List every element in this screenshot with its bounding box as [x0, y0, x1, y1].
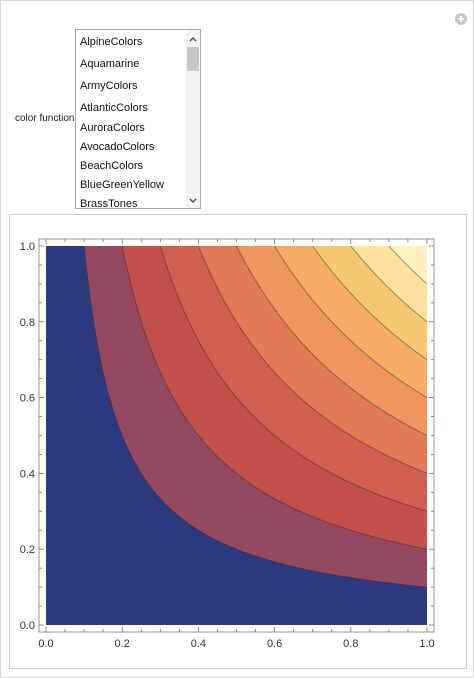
contour-line — [159, 246, 427, 512]
x-tick-label: 1.0 — [419, 638, 434, 650]
contour-band — [388, 246, 427, 284]
contour-line — [350, 246, 427, 323]
contour-line — [388, 246, 427, 285]
list-item[interactable]: BrassTones — [80, 198, 138, 208]
color-function-label: color function — [15, 113, 75, 124]
listbox-scrollbar[interactable] — [186, 30, 200, 208]
chevron-up-icon[interactable] — [186, 32, 200, 44]
contour-plot: 0.0 0.2 0.4 0.6 0.8 1.0 0.0 0.2 0.4 0.6 0.8 1.0 — [20, 238, 435, 650]
x-tick-label: 0.8 — [343, 638, 358, 650]
contour-line — [83, 246, 427, 588]
list-item[interactable]: BeachColors — [80, 160, 143, 172]
chevron-down-icon[interactable] — [186, 194, 200, 206]
y-tick-label: 1.0 — [20, 241, 35, 253]
x-tick-label: 0.6 — [267, 638, 282, 650]
contour-line — [236, 246, 427, 436]
scroll-thumb[interactable] — [187, 47, 199, 71]
color-function-listbox[interactable]: AlpineColors Aquamarine ArmyColors Atlan… — [75, 29, 201, 209]
contour-plot-frame: 0.0 0.2 0.4 0.6 0.8 1.0 0.0 0.2 0.4 0.6 0.8 1.0 — [9, 214, 467, 669]
y-tick-label: 0.6 — [20, 393, 35, 405]
x-tick-label: 0.2 — [115, 638, 130, 650]
y-tick-label: 0.0 — [20, 620, 35, 632]
list-item[interactable]: AvocadoColors — [80, 141, 155, 153]
list-item[interactable]: BlueGreenYellow — [80, 179, 164, 191]
y-tick-label: 0.2 — [20, 544, 35, 556]
y-tick-label: 0.8 — [20, 317, 35, 329]
contour-line — [274, 246, 427, 398]
contour-line — [121, 246, 427, 550]
list-item[interactable]: AlpineColors — [80, 36, 143, 48]
list-item[interactable]: ArmyColors — [80, 80, 138, 92]
x-tick-label: 0.4 — [191, 638, 206, 650]
list-item[interactable]: Aquamarine — [80, 58, 140, 70]
y-tick-label: 0.4 — [20, 468, 35, 480]
list-item[interactable]: AuroraColors — [80, 122, 145, 134]
plus-circle-icon[interactable] — [455, 13, 467, 25]
plus-circle-icon-glyph — [458, 16, 464, 22]
list-item[interactable]: AtlanticColors — [80, 102, 148, 114]
listbox-items: AlpineColors Aquamarine ArmyColors Atlan… — [76, 30, 186, 208]
contour-line — [198, 246, 427, 474]
contour-line — [312, 246, 427, 361]
x-tick-label: 0.0 — [38, 638, 53, 650]
